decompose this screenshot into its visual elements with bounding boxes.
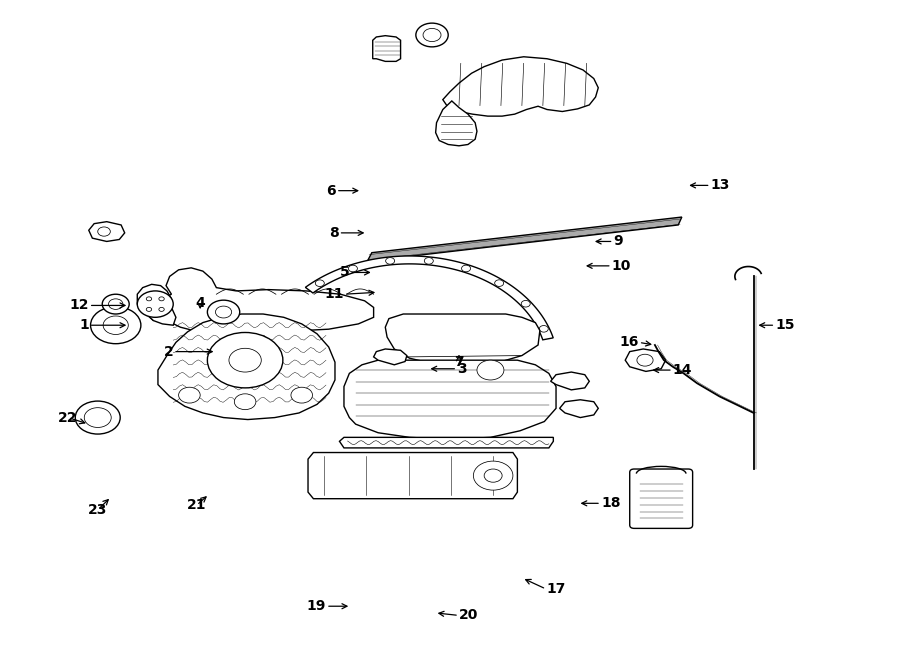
Text: 10: 10 xyxy=(612,259,631,273)
Circle shape xyxy=(109,299,123,309)
Circle shape xyxy=(207,300,239,324)
Text: 13: 13 xyxy=(711,178,730,192)
Text: 9: 9 xyxy=(614,235,623,249)
Text: 8: 8 xyxy=(328,226,338,240)
Circle shape xyxy=(103,294,130,314)
Polygon shape xyxy=(138,284,176,325)
Text: 18: 18 xyxy=(601,496,620,510)
Polygon shape xyxy=(344,360,556,440)
FancyBboxPatch shape xyxy=(630,469,693,528)
Text: 14: 14 xyxy=(673,363,692,377)
Polygon shape xyxy=(158,314,335,420)
Text: 6: 6 xyxy=(327,184,336,198)
Circle shape xyxy=(539,325,548,332)
Circle shape xyxy=(234,394,256,410)
Circle shape xyxy=(76,401,121,434)
Text: 3: 3 xyxy=(457,362,467,375)
Text: 23: 23 xyxy=(88,503,107,517)
Circle shape xyxy=(424,258,433,264)
Circle shape xyxy=(159,297,164,301)
Polygon shape xyxy=(367,217,682,261)
Polygon shape xyxy=(626,349,666,371)
Text: 17: 17 xyxy=(546,582,565,596)
Polygon shape xyxy=(560,400,598,418)
Circle shape xyxy=(159,307,164,311)
Circle shape xyxy=(207,332,283,388)
Circle shape xyxy=(637,354,653,366)
Text: 11: 11 xyxy=(325,288,344,301)
Circle shape xyxy=(473,461,513,490)
Text: 5: 5 xyxy=(339,266,349,280)
Text: 7: 7 xyxy=(454,355,464,369)
Circle shape xyxy=(477,360,504,380)
Text: 12: 12 xyxy=(69,298,89,313)
Text: 16: 16 xyxy=(619,335,639,350)
Text: 1: 1 xyxy=(79,318,89,332)
Circle shape xyxy=(416,23,448,47)
Circle shape xyxy=(138,291,173,317)
Circle shape xyxy=(348,265,357,272)
Circle shape xyxy=(315,280,324,286)
Text: 20: 20 xyxy=(459,609,479,623)
Circle shape xyxy=(521,301,530,307)
Polygon shape xyxy=(436,101,477,146)
Text: 15: 15 xyxy=(775,318,795,332)
Polygon shape xyxy=(374,349,407,365)
Circle shape xyxy=(98,227,111,236)
Text: 21: 21 xyxy=(187,498,206,512)
Circle shape xyxy=(215,306,231,318)
Polygon shape xyxy=(339,438,554,448)
Polygon shape xyxy=(443,57,598,116)
Circle shape xyxy=(291,387,312,403)
Polygon shape xyxy=(308,453,518,498)
Circle shape xyxy=(462,265,471,272)
Circle shape xyxy=(484,469,502,483)
Circle shape xyxy=(91,307,141,344)
Circle shape xyxy=(423,28,441,42)
Polygon shape xyxy=(373,36,400,61)
Circle shape xyxy=(178,387,200,403)
Text: 19: 19 xyxy=(307,600,326,613)
Text: 4: 4 xyxy=(195,295,205,310)
Circle shape xyxy=(147,307,152,311)
Circle shape xyxy=(104,316,129,334)
Circle shape xyxy=(229,348,261,372)
Text: 22: 22 xyxy=(58,410,77,424)
Circle shape xyxy=(385,258,394,264)
Text: 2: 2 xyxy=(164,344,173,359)
Polygon shape xyxy=(147,268,374,334)
Polygon shape xyxy=(551,372,590,390)
Circle shape xyxy=(147,297,152,301)
Polygon shape xyxy=(305,256,554,340)
Circle shape xyxy=(495,280,504,286)
Polygon shape xyxy=(89,221,125,241)
Circle shape xyxy=(85,408,112,428)
Polygon shape xyxy=(385,314,540,365)
